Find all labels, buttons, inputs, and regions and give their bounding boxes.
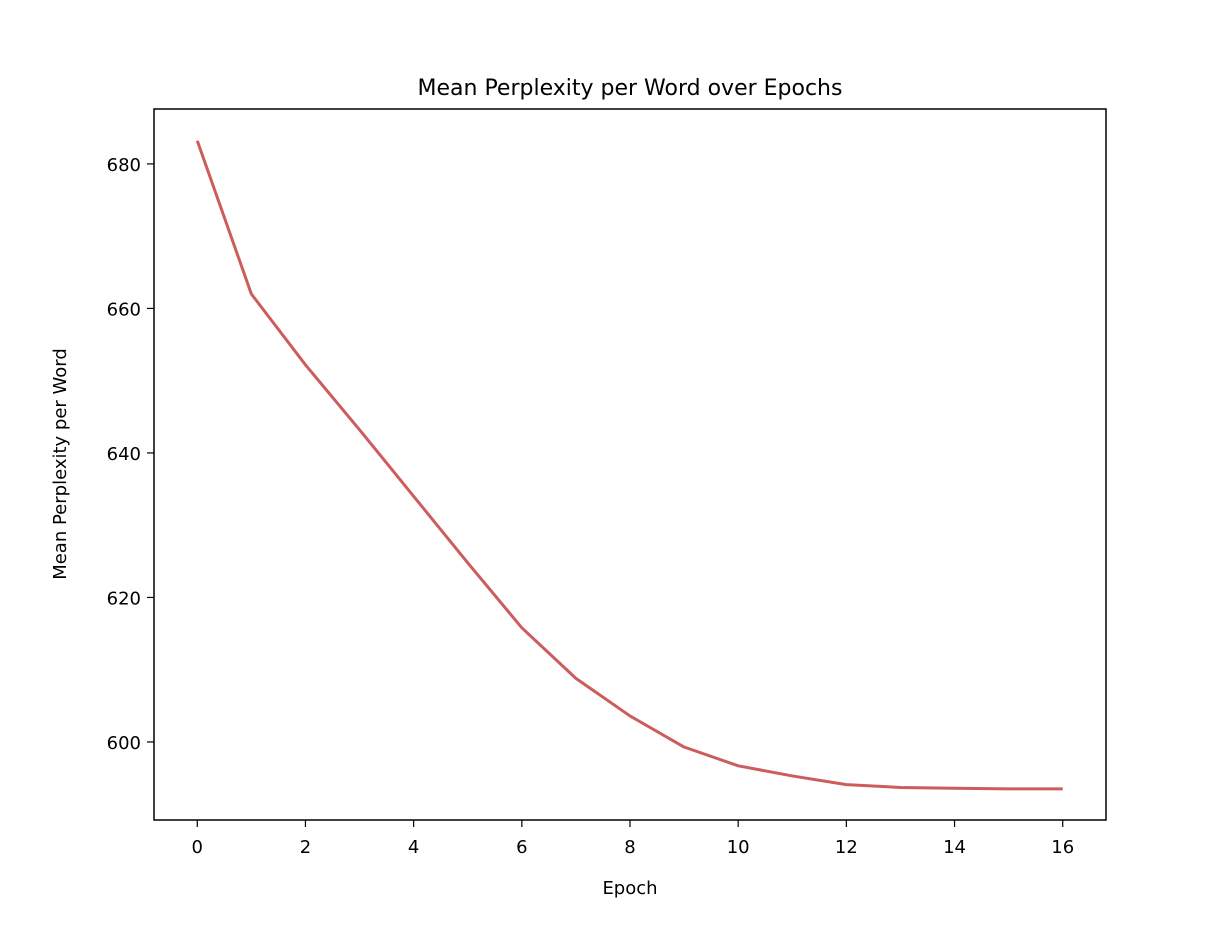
x-tick-label: 8 (624, 837, 635, 858)
series-line (195, 140, 1063, 791)
y-tick-label: 660 (107, 299, 141, 320)
x-tick-label: 4 (408, 837, 419, 858)
x-tick-label: 6 (516, 837, 527, 858)
y-tick-label: 680 (107, 155, 141, 176)
x-tick-label: 2 (300, 837, 311, 858)
x-axis-label: Epoch (602, 878, 657, 899)
y-tick-label: 620 (107, 588, 141, 609)
x-tick-label: 0 (192, 837, 203, 858)
chart-title: Mean Perplexity per Word over Epochs (418, 76, 843, 101)
ticks-layer: 0 2 4 6 8 10 12 14 16 600 620 640 660 680 (107, 155, 1075, 858)
y-tick-label: 640 (107, 444, 141, 465)
plot-frame (153, 108, 1107, 821)
y-tick-label: 600 (107, 733, 141, 754)
data-layer (195, 140, 1063, 791)
x-tick-label: 12 (835, 837, 858, 858)
x-tick-label: 10 (727, 837, 750, 858)
x-tick-label: 14 (943, 837, 966, 858)
x-tick-label: 16 (1051, 837, 1074, 858)
y-axis-label: Mean Perplexity per Word (50, 348, 71, 580)
